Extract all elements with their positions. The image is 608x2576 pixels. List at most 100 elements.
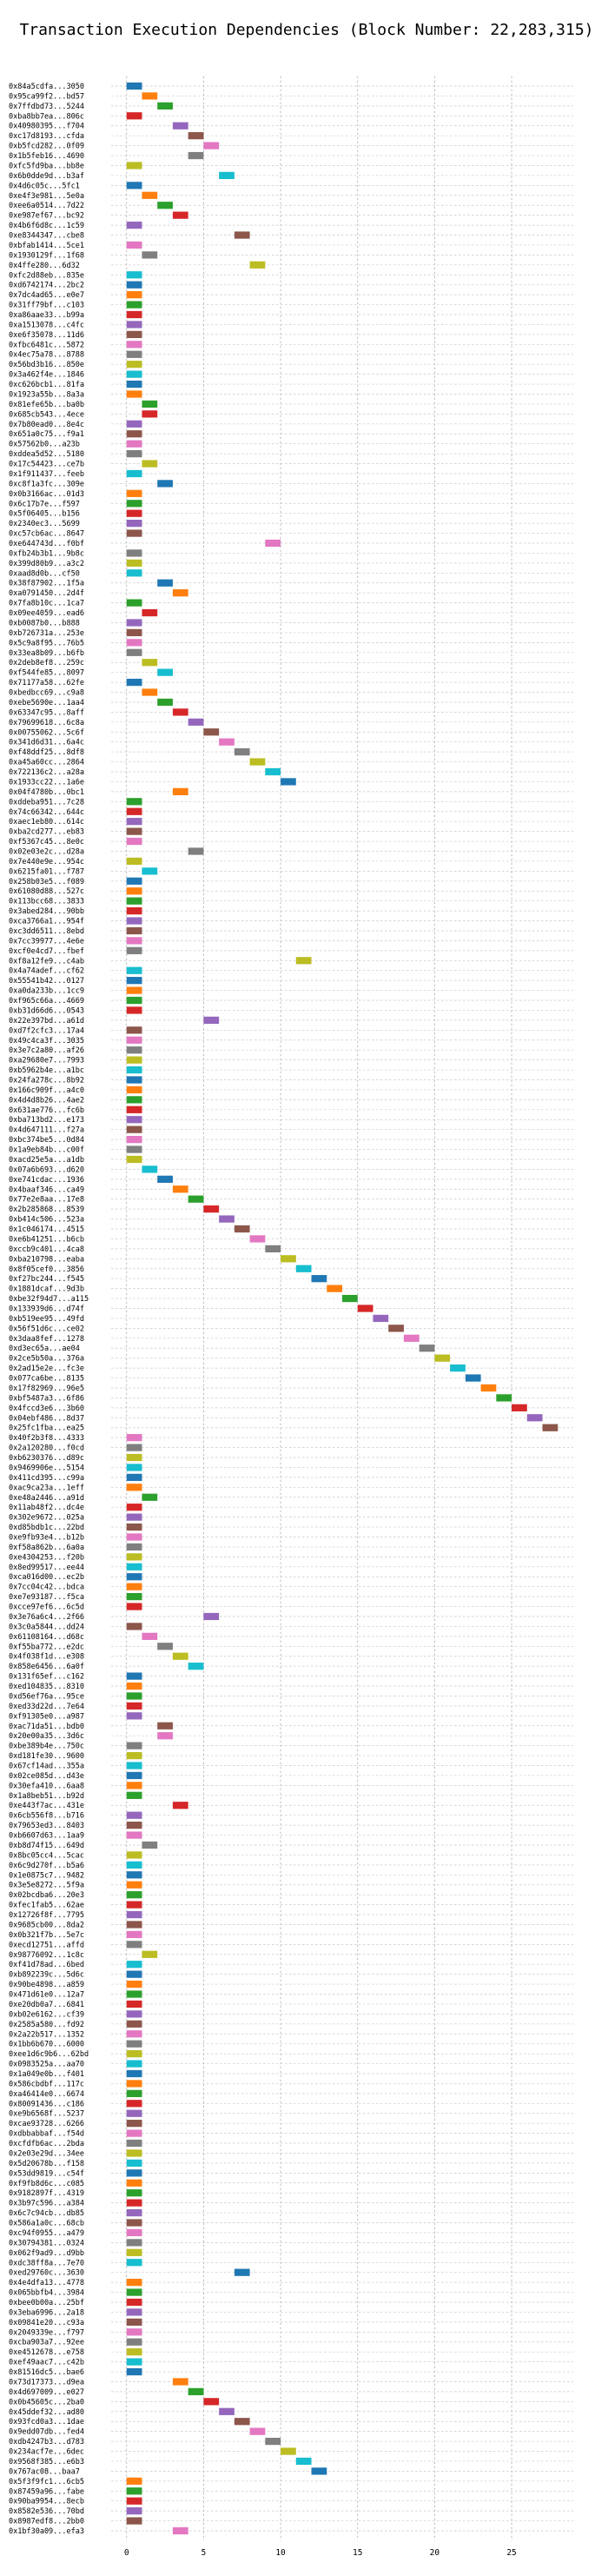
transaction-bar (126, 1036, 142, 1044)
y-tick-label: 0x1f911437...feeb (9, 470, 84, 479)
transaction-bar (126, 1771, 142, 1780)
y-tick-label: 0x3abed284...90bb (9, 907, 84, 916)
transaction-bar (281, 1255, 296, 1263)
y-tick-label: 0x1bb6b670...6000 (9, 2041, 84, 2049)
y-tick-label: 0xfec1fab5...62ae (9, 1902, 84, 1910)
y-tick-label: 0x4ec75a78...8788 (9, 351, 84, 360)
y-tick-label: 0x2585a580...fd92 (9, 2021, 84, 2029)
transaction-bar (295, 2457, 312, 2466)
transaction-bar (126, 1851, 142, 1859)
y-tick-label: 0xb414c506...523a (9, 1216, 84, 1225)
y-tick-label: 0xaec1eb80...614c (9, 818, 84, 827)
y-tick-label: 0xf55ba772...e2dc (9, 1643, 84, 1651)
transaction-bar (142, 251, 158, 259)
y-tick-label: 0x631ae776...fc6b (9, 1106, 84, 1115)
transaction-bar (249, 758, 266, 766)
y-tick-label: 0xba210798...eaba (9, 1255, 84, 1264)
transaction-bar (157, 579, 173, 587)
y-tick-label: 0x2a22b517...1352 (9, 2030, 84, 2039)
transaction-bar (126, 330, 142, 338)
y-tick-label: 0xddeba951...7c28 (9, 798, 84, 807)
y-tick-label: 0xa0da233b...1cc9 (9, 987, 84, 996)
transaction-bar (126, 2328, 142, 2336)
y-tick-label: 0x9182897f...4319 (9, 2189, 84, 2198)
transaction-bar (234, 231, 250, 239)
transaction-bar (126, 2239, 142, 2247)
y-tick-label: 0x22e397bd...a61d (9, 1017, 84, 1026)
transaction-bar (157, 202, 173, 209)
transaction-bar (126, 1573, 142, 1581)
transaction-bar (126, 1623, 142, 1630)
transaction-bar (126, 380, 142, 388)
transaction-bar (126, 2279, 142, 2287)
y-tick-label: 0x53dd9819...c54f (9, 2169, 84, 2178)
transaction-bar (512, 1404, 527, 1411)
y-tick-label: 0x4ffe280...6d32 (9, 262, 80, 270)
transaction-bar (219, 738, 235, 746)
y-tick-label: 0xf91305e0...a987 (9, 1712, 84, 1721)
y-tick-label: 0x3a462f4e...1846 (9, 371, 84, 380)
y-tick-label: 0x79699618...6c8a (9, 719, 84, 727)
y-tick-label: 0xb5fcd282...0f09 (9, 143, 84, 151)
y-tick-label: 0xc8f1a3fc...309e (9, 480, 84, 488)
transaction-bar (219, 171, 235, 180)
y-tick-label: 0xa45a60cc...2864 (9, 759, 84, 767)
y-tick-label: 0x38f87902...1f5a (9, 580, 84, 588)
transaction-bar (126, 966, 142, 974)
transaction-bar (126, 1672, 142, 1680)
transaction-bar (126, 1533, 142, 1541)
y-tick-label: 0x00755062...5c6f (9, 728, 84, 737)
y-tick-label: 0xe4304253...f20b (9, 1553, 84, 1562)
transaction-bar (295, 957, 312, 965)
transaction-bar (126, 1006, 142, 1014)
transaction-bar (126, 162, 142, 169)
transaction-bar (126, 390, 142, 398)
transaction-bar (188, 718, 204, 726)
transaction-bar (265, 2437, 281, 2446)
transaction-bar (142, 688, 158, 696)
y-tick-label: 0x6c17b7e...f597 (9, 500, 80, 508)
y-tick-label: 0xc94f0955...a479 (9, 2229, 84, 2238)
transaction-bar (126, 1513, 142, 1521)
transaction-bar (126, 1473, 142, 1482)
transaction-bar (172, 211, 188, 219)
y-tick-label: 0x722136c2...a28a (9, 768, 84, 777)
y-tick-label: 0x87459a96...fabe (9, 2487, 84, 2496)
transaction-bar (126, 2517, 142, 2525)
y-tick-label: 0x341d6d31...6a4c (9, 739, 84, 747)
transaction-bar (126, 648, 142, 656)
transaction-bar (126, 877, 142, 885)
transaction-bar (126, 1553, 142, 1561)
transaction-bar (126, 370, 142, 378)
transaction-bar (188, 132, 204, 140)
y-tick-label: 0x234acf7e...6dec (9, 2448, 84, 2457)
y-tick-label: 0x302e9672...025a (9, 1514, 84, 1523)
transaction-bar (126, 2149, 142, 2157)
transaction-bar (126, 2109, 142, 2117)
y-tick-label: 0x858e6456...6a0f (9, 1663, 84, 1671)
y-tick-label: 0x55541b42...0127 (9, 977, 84, 986)
transaction-bar (188, 1195, 204, 1203)
transaction-bar (126, 1811, 142, 1819)
y-tick-label: 0x2deb8ef8...259c (9, 659, 84, 667)
transaction-bar (126, 301, 142, 309)
y-tick-label: 0x651a0c75...f9a1 (9, 430, 84, 439)
y-tick-label: 0xe8344347...cbe8 (9, 232, 84, 241)
transaction-bar (203, 1612, 220, 1621)
y-tick-label: 0xb8d74f15...649d (9, 1842, 84, 1850)
transaction-bar (126, 2169, 142, 2177)
y-tick-label: 0x6215fa01...f787 (9, 867, 84, 876)
transaction-bar (126, 2477, 142, 2485)
y-tick-label: 0xb0087b0...b888 (9, 619, 80, 627)
transaction-bar (126, 1751, 142, 1760)
y-tick-label: 0xd7f2cfc3...17a4 (9, 1026, 84, 1035)
y-tick-label: 0x4b6f6d8c...1c59 (9, 222, 84, 230)
transaction-bar (234, 748, 250, 756)
y-tick-label: 0x98776092...1c8c (9, 1951, 84, 1960)
transaction-bar (126, 1682, 142, 1690)
y-tick-label: 0x1923a55b...8a3a (9, 390, 84, 399)
y-tick-label: 0x7b80ead0...8e4c (9, 421, 84, 429)
transaction-bar (126, 1076, 142, 1084)
transaction-bar (403, 1334, 420, 1342)
y-tick-label: 0x1933cc22...1a6e (9, 778, 84, 787)
